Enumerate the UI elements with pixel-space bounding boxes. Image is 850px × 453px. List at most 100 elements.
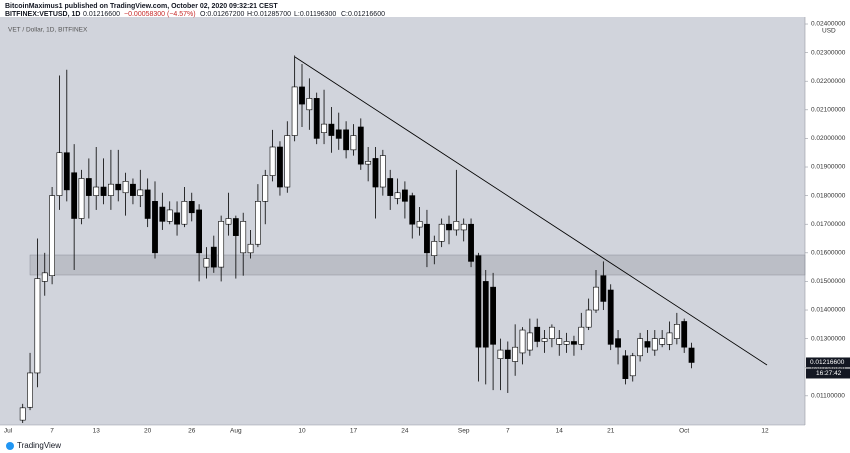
y-tick-label: 0.01700000	[811, 221, 846, 228]
countdown: 16:27:42	[816, 370, 842, 377]
candle-body	[424, 223, 430, 254]
candle-body	[247, 243, 254, 254]
candle-body	[490, 286, 496, 345]
price-axis	[805, 17, 850, 438]
last-value: 0.01216600	[83, 11, 120, 18]
y-tick-label: 0.02400000	[811, 21, 846, 28]
countdown-box	[806, 368, 850, 379]
candle-body	[188, 201, 195, 214]
x-tick-label: 7	[506, 428, 510, 435]
candle-body	[232, 218, 239, 236]
candle-body	[49, 195, 55, 277]
candle-body	[615, 338, 621, 348]
candle-body	[688, 347, 695, 363]
y-tick-label: 0.01900000	[811, 164, 846, 171]
candle-body	[585, 309, 592, 328]
y-tick-label: 0.01600000	[811, 250, 846, 257]
candle-body	[571, 341, 577, 345]
candle-body	[85, 178, 92, 196]
y-tick-label: 0.02100000	[811, 107, 846, 114]
y-tick-label: 0.02000000	[811, 135, 846, 142]
candle-body	[56, 152, 63, 196]
candle-body	[19, 407, 26, 421]
candle-body	[512, 346, 519, 362]
chart-legend: VET / Dollar, 1D, BITFINEX	[8, 27, 88, 34]
candle-body	[622, 355, 629, 379]
candle-body	[291, 86, 298, 136]
candle-body	[306, 98, 313, 111]
candle-body	[196, 209, 202, 254]
x-tick-label: Jul	[4, 428, 13, 435]
candle-body	[379, 155, 386, 188]
candle-body	[453, 221, 460, 231]
candle-body	[27, 372, 33, 408]
x-tick-label: 17	[350, 428, 358, 435]
candle-body	[152, 201, 158, 254]
x-tick-label: 12	[761, 428, 769, 435]
candle-body	[34, 278, 41, 374]
candle-body	[519, 329, 526, 354]
ohlc-low: L:0.01196300	[294, 11, 336, 18]
candle-body	[328, 123, 335, 136]
plot-background	[0, 17, 805, 425]
candle-body	[210, 246, 217, 268]
candle-body	[651, 338, 658, 351]
candle-body	[526, 332, 533, 351]
candle-body	[460, 223, 467, 231]
candles	[19, 55, 695, 423]
candle-body	[468, 223, 474, 262]
candle-body	[357, 126, 364, 165]
candle-body	[416, 221, 423, 228]
candle-body	[255, 201, 261, 245]
x-tick-label: 24	[401, 428, 409, 435]
ohlc-close: C:0.01216600	[341, 11, 385, 18]
candle-body	[277, 146, 283, 188]
candle-body	[122, 181, 129, 194]
last-price-label: 0.01216600	[810, 359, 845, 366]
candle-body	[394, 192, 401, 199]
candle-body	[600, 275, 607, 302]
y-tick-label: 0.02300000	[811, 49, 846, 56]
candle-body	[41, 272, 48, 282]
ohlc-open: O:0.01267200	[200, 11, 244, 18]
candle-body	[218, 221, 225, 268]
candle-body	[174, 212, 180, 225]
candle-body	[350, 135, 357, 151]
candle-body	[93, 186, 100, 196]
candle-body	[203, 258, 210, 268]
x-tick-label: 10	[298, 428, 306, 435]
candle-body	[548, 326, 555, 339]
candle-body	[401, 189, 408, 202]
candle-body	[409, 195, 416, 225]
change: −0.00058300 (−4.57%)	[124, 11, 196, 18]
candle-body	[681, 321, 688, 348]
candle-body	[637, 338, 643, 357]
candle-body	[159, 206, 166, 222]
candle-body	[541, 338, 548, 342]
candle-body	[225, 218, 232, 225]
candle-body	[475, 255, 482, 348]
candle-body	[78, 178, 85, 219]
candle-body	[644, 341, 651, 348]
candle-body	[593, 286, 599, 311]
y-tick-label: 0.01500000	[811, 278, 846, 285]
support-zone	[29, 254, 806, 276]
candle-body	[144, 189, 151, 219]
candle-body	[504, 349, 511, 359]
candle-body	[629, 355, 636, 377]
candle-body	[446, 223, 452, 231]
x-tick-label: Sep	[458, 428, 470, 435]
x-tick-label: Oct	[679, 428, 689, 435]
candle-body	[108, 183, 114, 196]
candle-body	[607, 289, 614, 345]
candle-body	[299, 86, 305, 105]
candle-body	[372, 158, 379, 188]
logo: TradingView	[17, 441, 61, 450]
candle-body	[240, 221, 247, 254]
candle-body	[181, 201, 188, 225]
candle-body	[269, 146, 276, 176]
candle-body	[431, 241, 438, 256]
candle-body	[365, 160, 372, 165]
